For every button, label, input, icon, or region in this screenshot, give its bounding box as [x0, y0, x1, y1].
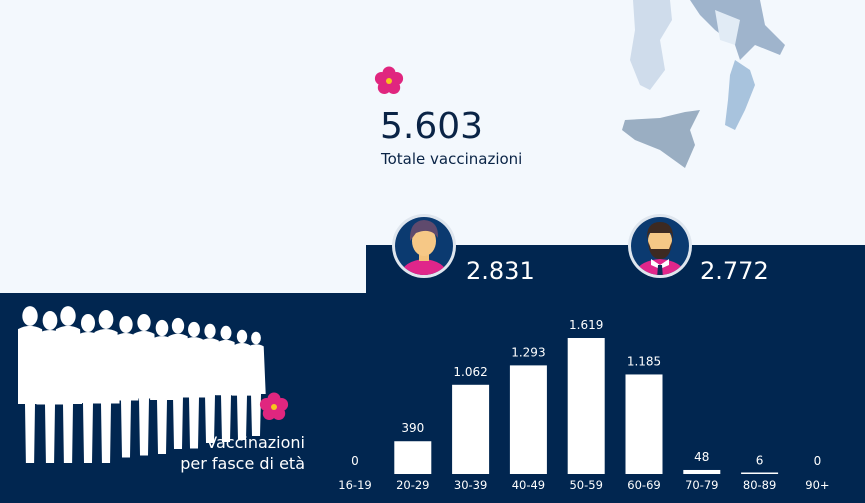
- category-label: 30-39: [454, 478, 487, 492]
- total-vaccinations-label: Totale vaccinazioni: [381, 150, 523, 168]
- category-label: 80-89: [743, 478, 776, 492]
- flower-icon: [374, 66, 404, 94]
- crowd-silhouette: [18, 306, 266, 463]
- dark-band-right: [366, 245, 865, 503]
- bar-50-59: [567, 338, 605, 474]
- category-label: 60-69: [627, 478, 660, 492]
- age-bar-chart: 0 16-19 390 20-29 1.062 30-39 1.293 40-49 1.619 5…: [338, 318, 829, 492]
- man-avatar-icon: [628, 214, 692, 278]
- category-label: 40-49: [512, 478, 545, 492]
- category-label: 70-79: [685, 478, 718, 492]
- bar-70-79: [683, 469, 721, 474]
- bar-value-label: 1.062: [453, 365, 487, 379]
- bar-20-29: [394, 441, 432, 474]
- italy-map: [622, 0, 785, 168]
- bar-30-39: [452, 384, 490, 474]
- bar-40-49: [509, 365, 547, 474]
- bar-value-label: 1.619: [569, 318, 603, 332]
- title-line-2: per fasce di età: [180, 454, 305, 473]
- bar-60-69: [625, 374, 663, 474]
- age-chart-title: Vaccinazioni per fasce di età: [180, 432, 305, 474]
- title-line-1: Vaccinazioni: [206, 433, 305, 452]
- bar-80-89: [741, 472, 779, 474]
- category-label: 20-29: [396, 478, 429, 492]
- category-label: 16-19: [338, 478, 371, 492]
- total-vaccinations-value: 5.603: [380, 106, 484, 147]
- female-count: 2.831: [466, 257, 535, 285]
- category-label: 50-59: [569, 478, 602, 492]
- bar-value-label: 1.185: [627, 354, 661, 368]
- bar-value-label: 48: [694, 450, 709, 464]
- woman-avatar-icon: [392, 214, 456, 278]
- category-label: 90+: [805, 478, 829, 492]
- bar-value-label: 0: [814, 454, 822, 468]
- bar-value-label: 0: [351, 454, 359, 468]
- bar-value-label: 6: [756, 453, 764, 467]
- bar-value-label: 390: [401, 421, 424, 435]
- male-count: 2.772: [700, 257, 769, 285]
- bar-value-label: 1.293: [511, 345, 545, 359]
- flower-icon: [259, 392, 289, 420]
